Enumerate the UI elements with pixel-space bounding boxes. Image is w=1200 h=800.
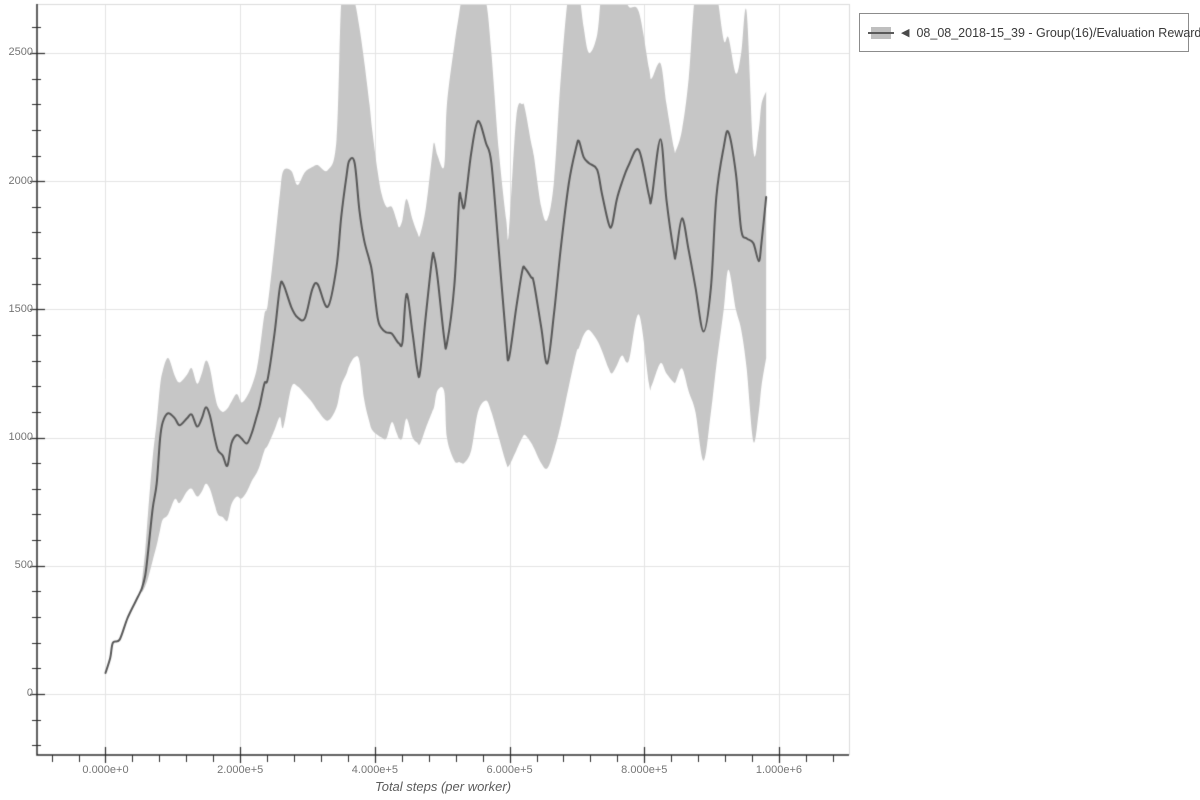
collapse-arrow-icon: ◀ xyxy=(901,26,910,39)
y-tick-label: 1500 xyxy=(8,302,33,315)
x-tick-label: 6.000e+5 xyxy=(486,764,533,776)
y-tick-label: 2500 xyxy=(8,46,33,59)
x-tick-label: 2.000e+5 xyxy=(217,764,264,776)
x-tick-label: 8.000e+5 xyxy=(621,764,668,776)
x-tick-label: 0.000e+0 xyxy=(82,764,129,776)
x-tick-label: 4.000e+5 xyxy=(351,764,398,776)
series-band-line-swatch-icon xyxy=(868,26,894,40)
y-tick-label: 500 xyxy=(14,559,33,572)
y-tick-label: 2000 xyxy=(8,174,33,187)
y-tick-label: 1000 xyxy=(8,431,33,444)
swatch-line xyxy=(868,31,894,34)
y-tick-label: 0 xyxy=(26,687,33,700)
legend-label: 08_08_2018-15_39 - Group(16)/Evaluation … xyxy=(916,25,1200,40)
legend-item[interactable]: ◀ 08_08_2018-15_39 - Group(16)/Evaluatio… xyxy=(868,26,1200,40)
x-axis-label: Total steps (per worker) xyxy=(374,779,512,794)
legend-box: ◀ 08_08_2018-15_39 - Group(16)/Evaluatio… xyxy=(859,13,1200,52)
x-tick-label: 1.000e+6 xyxy=(755,764,803,776)
